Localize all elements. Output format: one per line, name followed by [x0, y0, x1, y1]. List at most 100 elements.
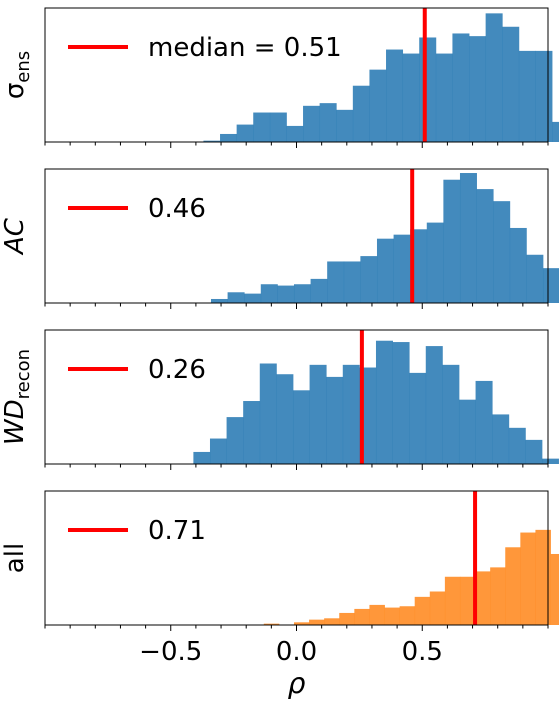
histogram-bar	[260, 284, 278, 303]
legend-label: 0.26	[148, 355, 206, 385]
legend-label: 0.46	[148, 194, 206, 224]
histogram-bar	[392, 342, 410, 464]
histogram-bar	[310, 278, 328, 303]
histogram-bar	[386, 49, 404, 142]
histogram-bar	[243, 401, 261, 464]
histogram-bar	[244, 293, 262, 303]
histogram-bar	[509, 227, 527, 303]
histogram-bar	[505, 547, 521, 625]
histogram-bar	[419, 37, 437, 143]
histogram-bar	[414, 596, 431, 625]
histogram-bar	[354, 608, 370, 625]
histogram-bar	[327, 261, 345, 303]
histogram-bar	[393, 234, 411, 303]
y-axis-label: all	[0, 543, 30, 573]
histogram-panel-all: 0.71 all	[0, 490, 559, 631]
histogram-bar	[492, 414, 510, 464]
histogram-bar	[309, 364, 327, 464]
histogram-bar	[286, 125, 304, 142]
histogram-bar	[550, 553, 559, 625]
histogram-bar	[277, 285, 295, 303]
histogram-bar	[253, 112, 271, 142]
histogram-bar	[324, 618, 340, 625]
histogram-bar	[469, 36, 487, 142]
histogram-bar	[552, 121, 559, 142]
histogram-bar	[518, 50, 536, 142]
histogram-bar	[343, 261, 361, 303]
histogram-bar	[303, 105, 321, 142]
histogram-bar	[209, 438, 227, 464]
y-axis-label-main: all	[0, 543, 30, 573]
histogram-bar	[193, 451, 211, 464]
histogram-bar	[410, 229, 428, 303]
histogram-bar	[375, 340, 393, 464]
x-tick-label: −0.5	[139, 637, 202, 667]
legend-label: 0.71	[148, 516, 206, 546]
histogram-bar	[541, 458, 559, 464]
histogram-bar	[409, 372, 427, 464]
x-tick-label: 0.0	[276, 637, 317, 667]
histogram-bar	[520, 532, 536, 625]
histogram-bar	[276, 374, 294, 464]
histogram-panels: median = 0.51 σens 0.46 AC 0.26 WDrecon 0.71 al…	[0, 7, 559, 631]
histogram-bar	[508, 427, 526, 464]
histogram-bar	[402, 53, 420, 143]
histogram-bar	[384, 607, 401, 625]
y-axis-label: AC	[0, 217, 30, 256]
histogram-bar	[399, 606, 416, 625]
y-axis-label-main: WD	[0, 399, 30, 445]
histogram-bar	[292, 390, 310, 464]
histogram-bar	[203, 140, 221, 142]
histogram-bar	[493, 201, 511, 303]
histogram-bar	[339, 612, 355, 625]
histogram-bar	[425, 346, 443, 464]
histogram-bar	[220, 133, 238, 142]
histogram-bar	[293, 284, 311, 303]
x-tick-label: 0.5	[402, 637, 443, 667]
histogram-bar	[502, 26, 520, 142]
histogram-bar	[236, 124, 254, 142]
histogram-bar	[259, 363, 277, 464]
histogram-bar	[476, 189, 494, 303]
histogram-bar	[526, 254, 544, 303]
histogram-bar	[369, 604, 385, 625]
histogram-bar	[490, 567, 506, 625]
histogram-bar	[475, 571, 491, 625]
x-axis: ρ −0.5 0.0 0.5	[139, 637, 443, 700]
y-axis-label-subscript: ens	[13, 51, 34, 83]
histogram-bar	[426, 222, 444, 303]
histogram-bar	[336, 109, 354, 142]
histogram-bar	[452, 33, 470, 142]
histogram-bar	[263, 623, 280, 625]
y-axis-label: WDrecon	[0, 349, 34, 445]
histogram-bar	[443, 179, 461, 303]
histogram-bar	[309, 619, 325, 625]
histogram-bar	[535, 529, 551, 625]
histogram-bar	[459, 576, 476, 625]
histogram-bar	[227, 292, 245, 303]
histogram-panel-AC: 0.46 AC	[0, 168, 559, 309]
histogram-bar	[376, 238, 394, 303]
histogram-panel-WD_recon: 0.26 WDrecon	[0, 329, 559, 470]
histogram-bar	[485, 13, 503, 142]
y-axis-label-main: AC	[0, 217, 30, 256]
histogram-bar	[459, 173, 477, 303]
histogram-bar	[458, 399, 476, 464]
x-axis-label: ρ	[288, 667, 306, 700]
legend-label: median = 0.51	[148, 33, 342, 63]
y-axis-label-subscript: recon	[13, 349, 34, 399]
histogram-bar	[342, 364, 360, 464]
histogram-bar	[535, 50, 553, 142]
histogram-bar	[226, 417, 244, 464]
histogram-bar	[210, 298, 228, 303]
histogram-bar	[442, 364, 460, 464]
histogram-bar	[369, 69, 387, 142]
histogram-bar	[326, 376, 344, 464]
histogram-bar	[542, 268, 559, 303]
histogram-bar	[293, 622, 310, 625]
histogram-bar	[525, 439, 543, 464]
histogram-bar	[360, 256, 378, 303]
histogram-bar	[444, 576, 461, 625]
histogram-bar	[475, 380, 493, 464]
